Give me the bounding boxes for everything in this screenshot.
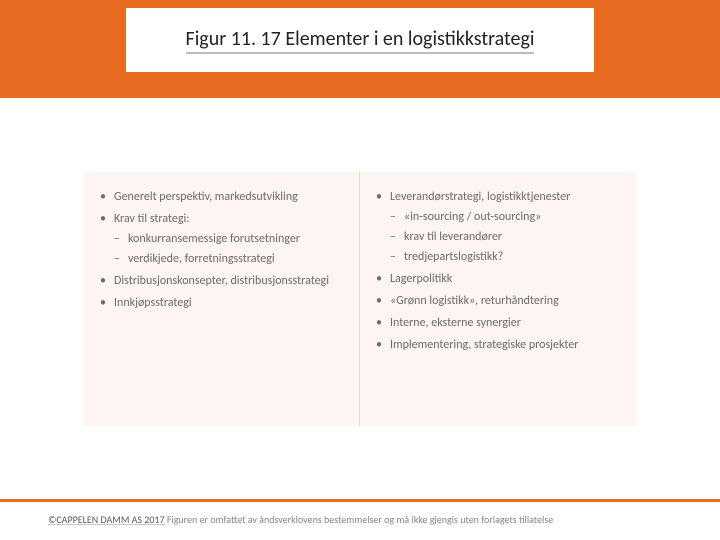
list-text: Distribusjonskonsepter, distribu­sjonsst… bbox=[114, 274, 329, 288]
list-item: krav til leverandører bbox=[390, 228, 624, 246]
list-text: Krav til strategi: bbox=[114, 212, 189, 226]
list-item: Distribusjonskonsepter, distribu­sjonsst… bbox=[100, 272, 347, 290]
list-text: «in-sourcing / out-sourcing» bbox=[404, 210, 541, 224]
list-text: konkurransemessige forut­setninger bbox=[128, 232, 300, 246]
sublist: konkurransemessige forut­setninger verdi… bbox=[114, 230, 347, 268]
title-bar: Figur 11. 17 Elementer i en logistikkstr… bbox=[0, 0, 720, 98]
list-item: Innkjøpsstrategi bbox=[100, 294, 347, 312]
copyright-line: ©CAPPELEN DAMM AS 2017 Figuren er omfatt… bbox=[48, 513, 688, 526]
column-right: Leverandørstrategi, logistikktje­nester … bbox=[360, 172, 636, 426]
list-item: Leverandørstrategi, logistikktje­nester … bbox=[376, 188, 624, 266]
list-text: Generelt perspektiv, markedsut­vikling bbox=[114, 190, 298, 204]
list-item: Implementering, strategiske pro­sjekter bbox=[376, 336, 624, 354]
list-item: «in-sourcing / out-sourcing» bbox=[390, 208, 624, 226]
divider-line bbox=[0, 499, 720, 502]
sublist: «in-sourcing / out-sourcing» krav til le… bbox=[390, 208, 624, 266]
list-item: Interne, eksterne synergier bbox=[376, 314, 624, 332]
content-panel: Generelt perspektiv, markedsut­vikling K… bbox=[84, 172, 636, 426]
list-item: «Grønn logistikk», returhåndtering bbox=[376, 292, 624, 310]
list-text: «Grønn logistikk», returhåndtering bbox=[390, 294, 559, 308]
list-item: Krav til strategi: konkurransemessige fo… bbox=[100, 210, 347, 268]
list-text: tredjepartslogistikk? bbox=[404, 250, 503, 264]
list-text: Leverandørstrategi, logistikktje­nester bbox=[390, 190, 570, 204]
list-item: Generelt perspektiv, markedsut­vikling bbox=[100, 188, 347, 206]
list-text: krav til leverandører bbox=[404, 230, 502, 244]
bullet-list-left: Generelt perspektiv, markedsut­vikling K… bbox=[100, 188, 347, 312]
figure-title: Figur 11. 17 Elementer i en logistikkstr… bbox=[186, 27, 535, 54]
list-item: verdikjede, forretningsstrategi bbox=[114, 250, 347, 268]
title-box: Figur 11. 17 Elementer i en logistikkstr… bbox=[126, 8, 594, 72]
column-left: Generelt perspektiv, markedsut­vikling K… bbox=[84, 172, 360, 426]
list-text: verdikjede, forretningsstrategi bbox=[128, 252, 275, 266]
list-item: tredjepartslogistikk? bbox=[390, 248, 624, 266]
copyright-holder: ©CAPPELEN DAMM AS 2017 bbox=[48, 513, 165, 526]
slide: Figur 11. 17 Elementer i en logistikkstr… bbox=[0, 0, 720, 540]
list-text: Innkjøpsstrategi bbox=[114, 296, 192, 310]
copyright-text: Figuren er omfattet av åndsverklovens be… bbox=[165, 513, 554, 526]
list-text: Implementering, strategiske pro­sjekter bbox=[390, 338, 578, 352]
list-text: Interne, eksterne synergier bbox=[390, 316, 521, 330]
list-item: konkurransemessige forut­setninger bbox=[114, 230, 347, 248]
list-text: Lagerpolitikk bbox=[390, 272, 452, 286]
list-item: Lagerpolitikk bbox=[376, 270, 624, 288]
bullet-list-right: Leverandørstrategi, logistikktje­nester … bbox=[376, 188, 624, 354]
